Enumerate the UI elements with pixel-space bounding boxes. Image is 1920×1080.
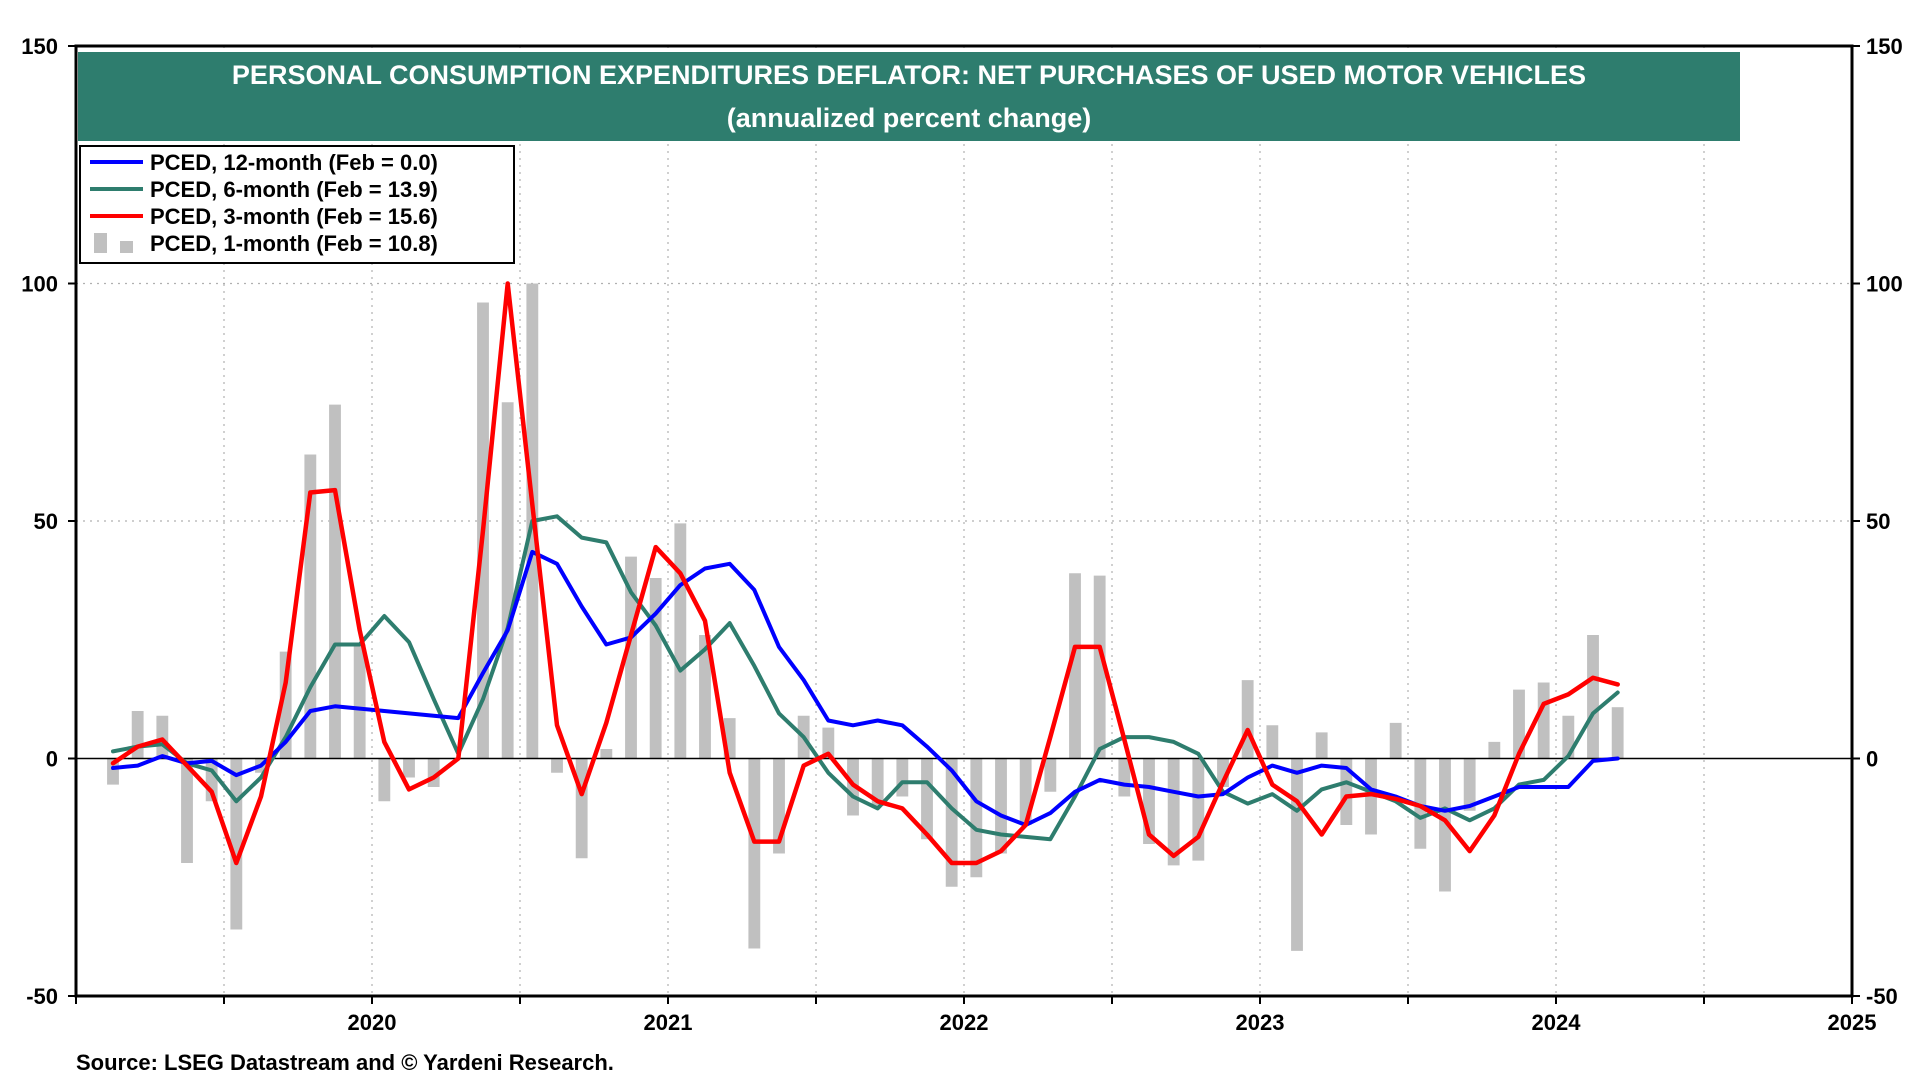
bar-1-month [822,727,835,759]
bar-1-month [674,523,687,759]
bar-1-month [1167,758,1180,866]
y-tick-label-right: -50 [1866,984,1898,1009]
bar-1-month [378,758,391,802]
bar-1-month [156,715,169,759]
bar-1-month [1118,758,1131,797]
line-12-month [111,549,1620,827]
bar-1-month [773,758,785,854]
x-tick-label: 2025 [1828,1010,1877,1035]
bar-1-month [230,758,243,930]
bar-1-month [575,758,588,859]
chart-title: PERSONAL CONSUMPTION EXPENDITURES DEFLAT… [232,60,1586,90]
bar-1-month [1266,725,1279,759]
bar-1-month [1143,758,1155,844]
bar-1-month [304,454,317,759]
source-note: Source: LSEG Datastream and © Yardeni Re… [76,1050,614,1075]
bar-1-month [871,758,884,806]
bar-1-month [1069,573,1081,759]
x-tick-label: 2023 [1236,1010,1285,1035]
legend-swatch-bar [120,241,133,253]
legend-swatch-bar [94,233,107,253]
bar-1-month [625,556,637,759]
bar-1-month [723,718,736,759]
series-lines [110,281,1620,866]
one-month-bars [107,283,1624,951]
y-tick-label-left: 100 [21,272,58,297]
bar-1-month [131,711,144,759]
legend-label: PCED, 3-month (Feb = 15.6) [150,204,438,229]
y-tick-label-left: 150 [21,34,58,59]
title-background [78,52,1740,141]
x-tick-label: 2021 [644,1010,693,1035]
bar-1-month [1093,575,1106,759]
bar-1-month [551,758,563,773]
title-box: PERSONAL CONSUMPTION EXPENDITURES DEFLAT… [78,52,1740,141]
bar-1-month [1340,758,1353,825]
line-3-month [110,281,1620,866]
bar-1-month [1513,689,1525,759]
bar-1-month [1044,758,1057,792]
bar-1-month [1315,732,1328,759]
legend-box [79,145,515,264]
y-tick-label-right: 100 [1866,272,1903,297]
legend: PCED, 12-month (Feb = 0.0)PCED, 6-month … [79,145,515,264]
bar-1-month [1291,758,1303,951]
bar-1-month [970,758,983,878]
y-tick-label-right: 0 [1866,747,1878,772]
bar-1-month [600,749,613,759]
bar-1-month [1192,758,1205,861]
bar-1-month [748,758,761,949]
bar-1-month [181,758,193,863]
bar-1-month [1611,707,1624,759]
bar-1-month [945,758,958,887]
bar-1-month [1562,715,1575,759]
bar-1-month [699,635,711,759]
bar-1-month [921,758,933,840]
legend-label: PCED, 12-month (Feb = 0.0) [150,150,438,175]
bar-1-month [329,404,341,759]
bar-1-month [427,758,440,787]
y-tick-label-right: 50 [1866,509,1890,534]
bar-1-month [1587,635,1599,759]
grid [76,46,1852,996]
y-tick-label-left: 50 [34,509,58,534]
chart-subtitle: (annualized percent change) [727,103,1092,133]
x-tick-label: 2024 [1532,1010,1582,1035]
bar-1-month [353,644,366,759]
y-tick-label-left: 0 [46,747,58,772]
axes: -50 -50 0 0 50 50 100 100 150 150 2020 2021 2022 2023… [21,34,1902,1035]
bar-1-month [279,651,292,759]
bar-1-month [1414,758,1427,849]
bar-1-month [403,758,415,778]
x-tick-label: 2022 [940,1010,989,1035]
bar-1-month [1241,680,1254,759]
legend-label: PCED, 1-month (Feb = 10.8) [150,231,438,256]
bar-1-month [1488,741,1501,759]
bar-1-month [205,758,218,802]
bar-1-month [1463,758,1476,811]
x-tick-label: 2020 [348,1010,397,1035]
bar-1-month [1439,758,1451,892]
bar-1-month [1217,758,1229,787]
y-tick-label-right: 150 [1866,34,1903,59]
bar-1-month [896,758,909,797]
bar-1-month [501,402,514,759]
y-tick-label-left: -50 [26,984,58,1009]
bar-1-month [1365,758,1377,835]
bar-1-month [1537,682,1550,759]
bar-1-month [995,758,1007,854]
bar-1-month [1389,722,1402,759]
bar-1-month [107,758,119,785]
bar-1-month [649,578,662,759]
bar-1-month [1019,758,1032,825]
legend-label: PCED, 6-month (Feb = 13.9) [150,177,438,202]
